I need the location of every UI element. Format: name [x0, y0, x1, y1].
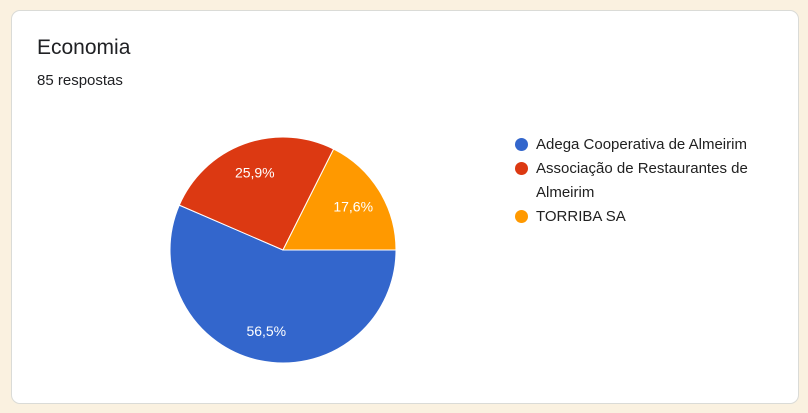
legend-label: Associação de Restaurantes de Almeirim — [536, 160, 748, 201]
question-title: Economia — [37, 36, 131, 59]
pie-slice-label-3: 17,6% — [333, 199, 373, 215]
legend-label: Adega Cooperativa de Almeirim — [536, 136, 747, 153]
chart-legend: Adega Cooperativa de Almeirim Associação … — [515, 133, 777, 229]
pie-slice-2[interactable] — [178, 136, 335, 251]
legend-swatch-icon — [515, 162, 528, 175]
response-count: 85 respostas — [37, 72, 123, 89]
pie-slice-label-1: 56,5% — [246, 323, 286, 339]
pie-slice-label-2: 25,9% — [235, 165, 275, 181]
legend-label: TORRIBA SA — [536, 208, 626, 225]
pie-slice-3[interactable] — [282, 148, 397, 251]
legend-swatch-icon — [515, 210, 528, 223]
legend-item-2: Associação de Restaurantes de Almeirim — [515, 157, 777, 205]
legend-swatch-icon — [515, 138, 528, 151]
question-summary-card: Economia 85 respostas 56,5% 25,9% 17,6% Ad… — [11, 10, 799, 404]
pie-slice-1[interactable] — [169, 204, 397, 364]
legend-item-3: TORRIBA SA — [515, 205, 777, 229]
legend-item-1: Adega Cooperativa de Almeirim — [515, 133, 777, 157]
pie-chart-svg: 56,5% 25,9% 17,6% — [169, 136, 397, 364]
